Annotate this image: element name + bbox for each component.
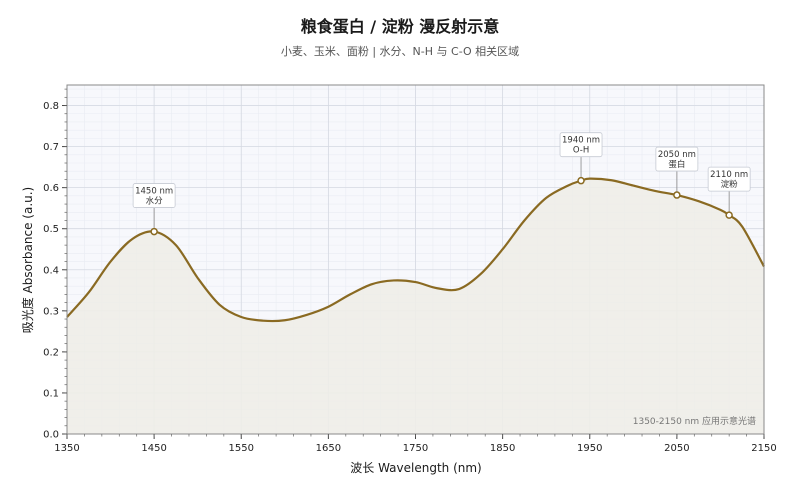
annotation-point [725,211,733,219]
annotation-box [655,146,699,172]
x-tick-label: 1350 [54,443,79,454]
y-axis-label: 吸光度 Absorbance (a.u.) [20,187,35,334]
series-line [66,177,765,323]
y-tick-label: 0.6 [43,183,59,194]
y-tick-label: 0.0 [43,430,59,441]
annotation-point [150,227,158,236]
annotation-label: 2110 nm [710,170,748,180]
y-tick-label: 0.7 [43,142,59,153]
series-area [67,178,764,434]
annotation-sublabel: 淀粉 [721,179,739,190]
chart-subtitle: 小麦、玉米、面粉 | 水分、N-H 与 C-O 相关区域 [281,44,519,58]
annotation-point [577,176,585,185]
x-tick-label: 2150 [751,443,776,454]
annotation-label: 1940 nm [562,136,600,146]
annotation-box [707,166,751,192]
annotation-box [132,183,176,208]
x-tick-label: 1850 [490,443,515,454]
y-tick-label: 0.1 [43,388,59,399]
x-tick-label: 1550 [229,443,254,454]
chart-title: 粮食蛋白 / 淀粉 漫反射示意 [301,17,500,36]
y-tick-label: 0.4 [43,265,59,276]
x-tick-label: 2050 [664,443,689,454]
annotation-label: 2050 nm [658,150,696,160]
y-tick-label: 0.2 [43,347,59,358]
annotation-box [559,132,603,158]
annotation-sublabel: 水分 [146,196,164,207]
plot-area: 1350 1450 1550 1650 1750 1850 1950 2050 2150 0.0 0… [43,84,777,454]
y-tick-label: 0.5 [43,224,59,235]
y-tick-label: 0.3 [43,306,59,317]
x-axis-label: 波长 Wavelength (nm) [350,461,481,475]
x-tick-label: 1650 [316,443,341,454]
x-tick-label: 1450 [141,443,166,454]
annotation-sublabel: O-H [573,146,589,156]
annotation-sublabel: 蛋白 [668,159,685,170]
annotation-label: 1450 nm [135,187,173,197]
x-tick-label: 1750 [403,443,428,454]
annotation-point [673,191,681,199]
x-tick-label: 1950 [577,443,602,454]
y-tick-label: 0.8 [43,101,59,112]
chart-note: 1350-2150 nm 应用示意光谱 [633,415,756,427]
